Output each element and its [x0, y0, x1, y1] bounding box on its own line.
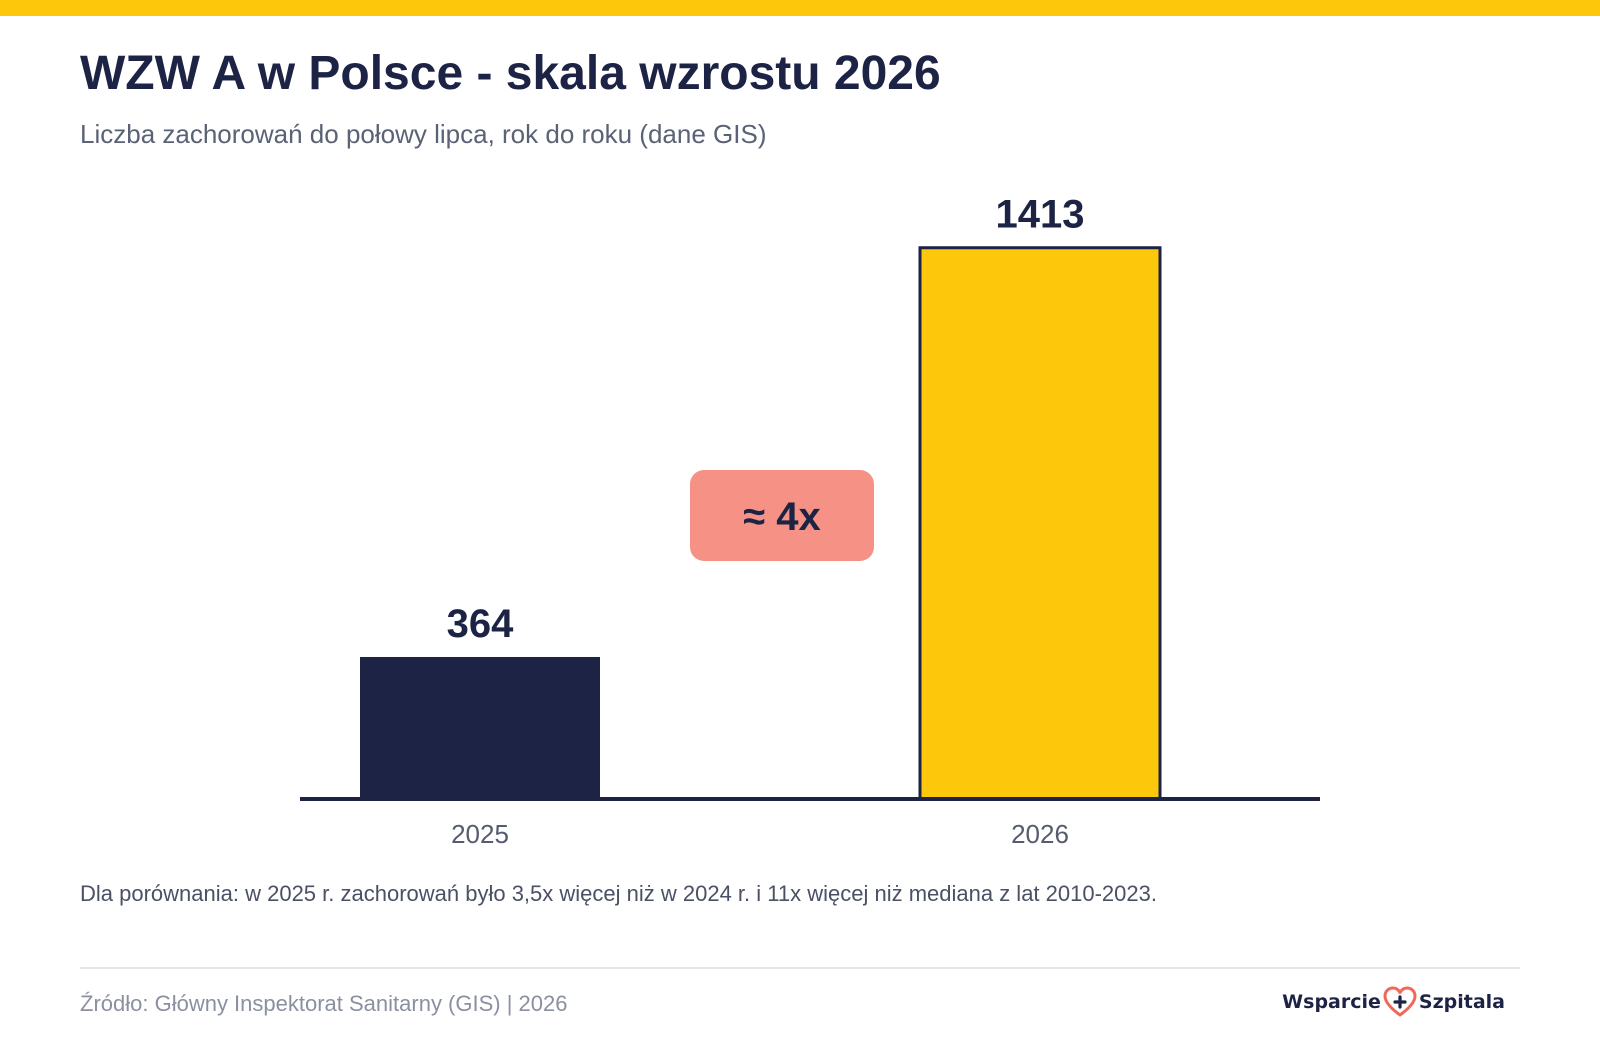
bars-layer	[360, 246, 1162, 801]
x-tick-label-2025: 2025	[451, 819, 509, 849]
footer-divider	[80, 967, 1520, 969]
brand-logo: Wsparcie Szpitala	[1282, 986, 1505, 1018]
heart-plus-icon	[1383, 986, 1417, 1018]
x-tick-label-2026: 2026	[1011, 819, 1069, 849]
source-text: Źródło: Główny Inspektorat Sanitarny (GI…	[80, 991, 568, 1016]
brand-name-right: Szpitala	[1418, 991, 1505, 1013]
value-label-2025: 364	[447, 602, 514, 646]
labels-layer: 364 2025 1413 2026	[447, 193, 1085, 849]
ratio-annotation-box	[690, 470, 874, 561]
ratio-annotation-label: ≈ 4x	[743, 495, 821, 539]
ratio-annotation: ≈ 4x	[690, 470, 874, 561]
bar-2025	[360, 656, 600, 799]
value-label-2026: 1413	[996, 193, 1085, 237]
bar-2026	[918, 246, 1162, 801]
chart-title: WZW A w Polsce - skala wzrostu 2026	[80, 47, 941, 100]
chart-subtitle: Liczba zachorowań do połowy lipca, rok d…	[80, 119, 767, 149]
bar-chart: 364 2025 1413 2026 ≈ 4x	[300, 193, 1320, 849]
top-accent-stripe	[0, 0, 1600, 16]
brand-name-left: Wsparcie	[1282, 991, 1381, 1013]
comparison-note: Dla porównania: w 2025 r. zachorowań był…	[80, 881, 1157, 906]
